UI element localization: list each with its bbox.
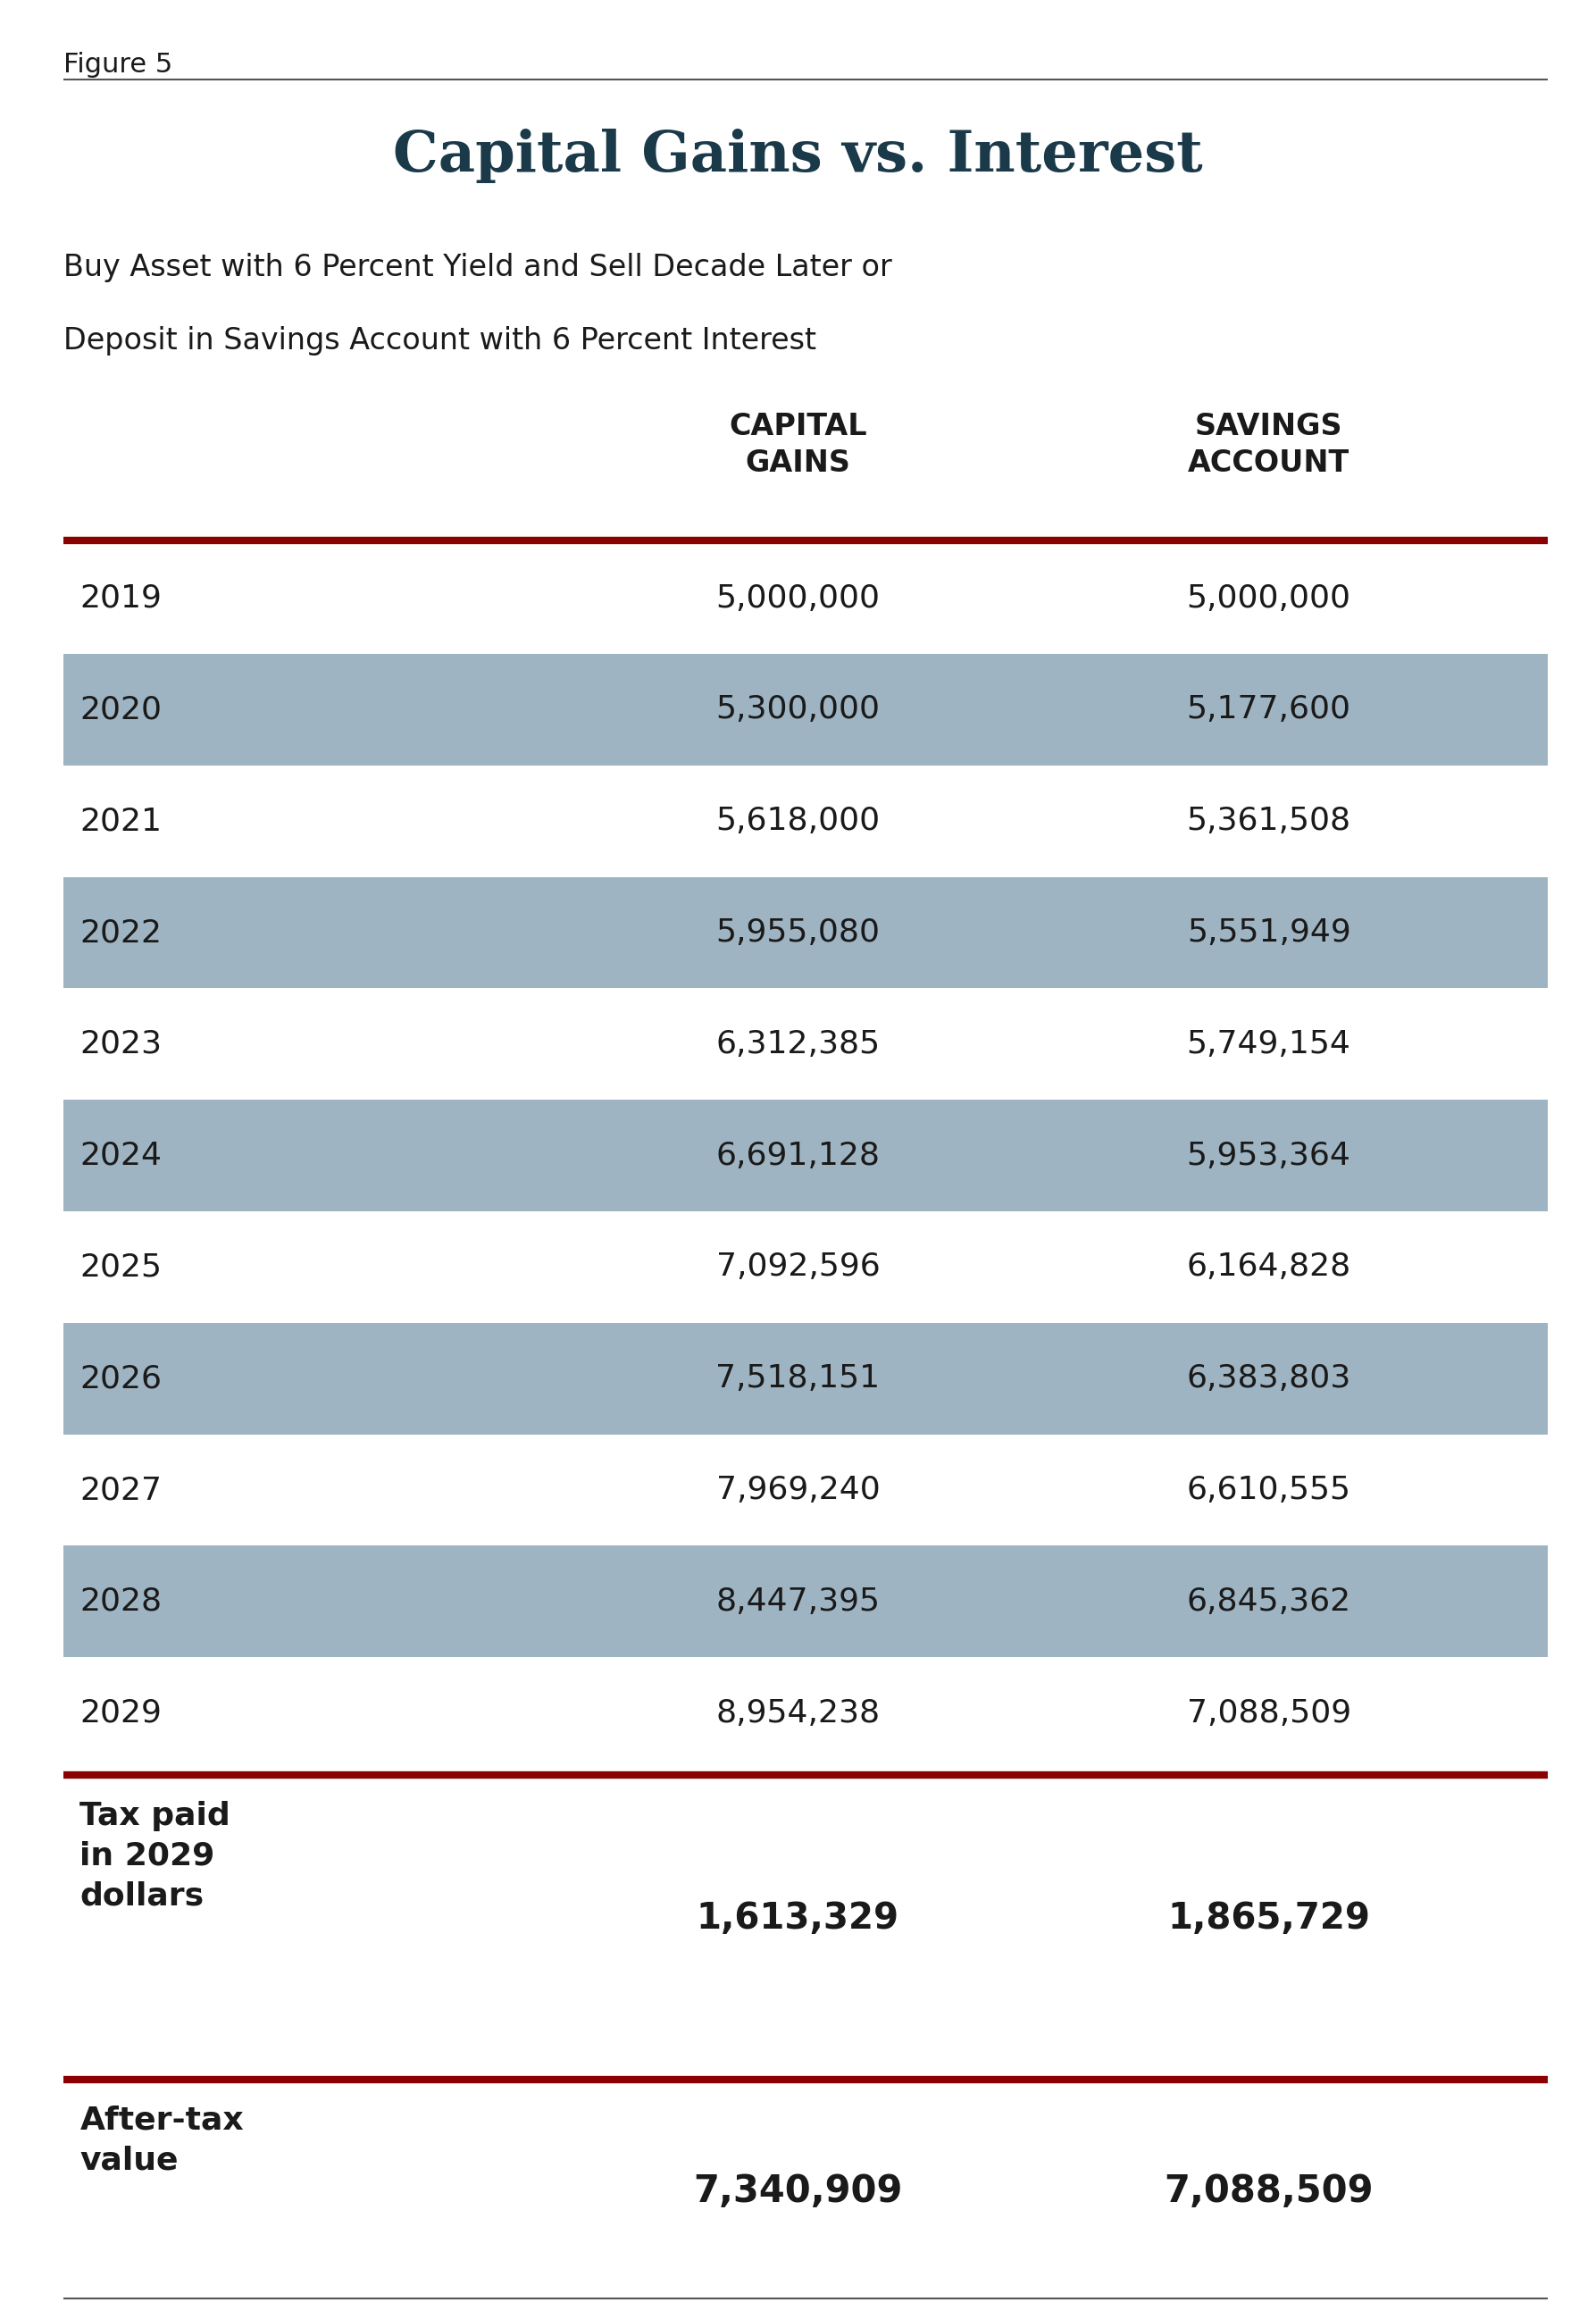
Text: Tax paid
in 2029
dollars: Tax paid in 2029 dollars xyxy=(80,1802,230,1911)
Text: 1,865,729: 1,865,729 xyxy=(1167,1902,1371,1936)
Text: 7,969,240: 7,969,240 xyxy=(717,1475,879,1505)
Text: 5,551,949: 5,551,949 xyxy=(1187,918,1350,948)
Text: 2027: 2027 xyxy=(80,1475,161,1505)
Text: 6,164,828: 6,164,828 xyxy=(1186,1252,1352,1282)
Text: 7,340,909: 7,340,909 xyxy=(693,2173,903,2210)
Text: 7,088,509: 7,088,509 xyxy=(1163,2173,1374,2210)
Text: 8,954,238: 8,954,238 xyxy=(715,1698,881,1728)
Text: 2023: 2023 xyxy=(80,1030,161,1060)
Text: Figure 5: Figure 5 xyxy=(64,51,172,77)
Text: 5,300,000: 5,300,000 xyxy=(717,693,879,726)
Text: 5,618,000: 5,618,000 xyxy=(715,807,881,837)
Bar xyxy=(64,654,1548,765)
Bar xyxy=(64,1322,1548,1435)
Text: 5,177,600: 5,177,600 xyxy=(1187,693,1350,726)
Text: 5,953,364: 5,953,364 xyxy=(1187,1141,1350,1171)
Text: 2019: 2019 xyxy=(80,582,161,612)
Text: After-tax
value: After-tax value xyxy=(80,2106,244,2175)
Bar xyxy=(64,1547,1548,1658)
Text: 7,518,151: 7,518,151 xyxy=(715,1364,881,1394)
Text: 6,691,128: 6,691,128 xyxy=(717,1141,879,1171)
Text: 7,088,509: 7,088,509 xyxy=(1186,1698,1352,1728)
Text: 6,383,803: 6,383,803 xyxy=(1186,1364,1352,1394)
Text: Deposit in Savings Account with 6 Percent Interest: Deposit in Savings Account with 6 Percen… xyxy=(64,327,817,355)
Bar xyxy=(64,877,1548,988)
Text: 5,000,000: 5,000,000 xyxy=(717,582,879,612)
Text: SAVINGS
ACCOUNT: SAVINGS ACCOUNT xyxy=(1187,413,1350,478)
Text: 6,610,555: 6,610,555 xyxy=(1187,1475,1350,1505)
Text: 2026: 2026 xyxy=(80,1364,161,1394)
Text: 8,447,395: 8,447,395 xyxy=(717,1586,879,1616)
Text: 5,000,000: 5,000,000 xyxy=(1187,582,1350,612)
Text: 5,955,080: 5,955,080 xyxy=(717,918,879,948)
Text: 2025: 2025 xyxy=(80,1252,161,1282)
Text: 2028: 2028 xyxy=(80,1586,163,1616)
Text: 2020: 2020 xyxy=(80,693,161,726)
Text: 5,361,508: 5,361,508 xyxy=(1186,807,1352,837)
Text: 1,613,329: 1,613,329 xyxy=(696,1902,900,1936)
Text: 2022: 2022 xyxy=(80,918,161,948)
Text: 2029: 2029 xyxy=(80,1698,161,1728)
Text: 5,749,154: 5,749,154 xyxy=(1187,1030,1350,1060)
Text: 2024: 2024 xyxy=(80,1141,161,1171)
Text: Buy Asset with 6 Percent Yield and Sell Decade Later or: Buy Asset with 6 Percent Yield and Sell … xyxy=(64,253,892,283)
Text: 7,092,596: 7,092,596 xyxy=(717,1252,879,1282)
Text: CAPITAL
GAINS: CAPITAL GAINS xyxy=(729,413,867,478)
Text: 2021: 2021 xyxy=(80,807,161,837)
Bar xyxy=(64,1099,1548,1211)
Text: 6,845,362: 6,845,362 xyxy=(1186,1586,1352,1616)
Text: Capital Gains vs. Interest: Capital Gains vs. Interest xyxy=(393,128,1203,183)
Text: 6,312,385: 6,312,385 xyxy=(715,1030,881,1060)
